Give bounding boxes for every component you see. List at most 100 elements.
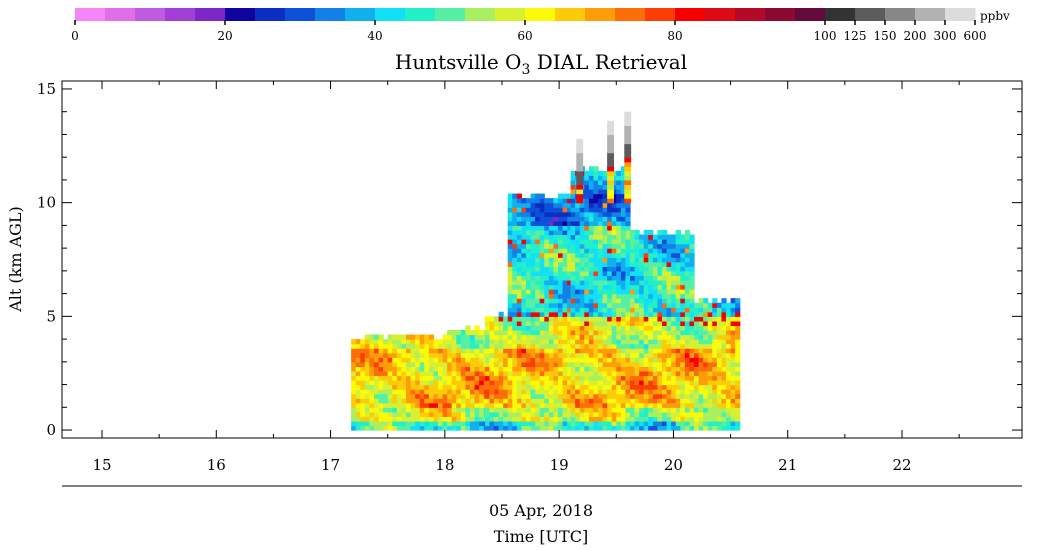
ozone-cell: [548, 393, 555, 399]
ozone-cell: [364, 384, 371, 390]
ozone-cell: [558, 393, 564, 399]
ozone-cell: [652, 289, 659, 295]
ozone-cell: [598, 220, 604, 226]
ozone-cell: [539, 198, 545, 204]
ozone-cell: [364, 375, 371, 381]
ozone-cell: [712, 348, 718, 354]
ozone-cell: [507, 225, 513, 231]
ozone-cell: [489, 361, 495, 367]
ozone-cell: [484, 370, 491, 377]
ozone-cell: [410, 361, 416, 367]
ozone-cell: [630, 384, 636, 390]
ozone-cell: [579, 348, 585, 354]
ozone-cell: [570, 220, 576, 226]
ozone-cell: [662, 402, 668, 408]
colorbar-swatch: [375, 8, 406, 21]
ozone-cell: [567, 407, 573, 413]
ozone-cell: [484, 320, 491, 327]
ozone-cell: [507, 348, 513, 354]
ozone-cell: [419, 366, 425, 372]
ozone-cell: [579, 284, 585, 290]
ozone-cell: [535, 393, 541, 399]
ozone-cell: [460, 375, 467, 381]
ozone-cell: [662, 252, 668, 258]
ozone-cell: [588, 243, 595, 249]
ozone-cell: [598, 389, 604, 395]
ozone-cell: [648, 289, 654, 295]
ozone-cell: [548, 348, 555, 354]
ozone-cell: [652, 370, 659, 377]
ozone-cell: [456, 416, 462, 422]
ozone-cell: [579, 207, 585, 213]
ozone-cell: [512, 402, 518, 408]
ozone-cell: [521, 329, 527, 336]
ozone-cell: [516, 202, 523, 208]
ozone-cell: [548, 343, 555, 349]
ozone-cell: [639, 420, 645, 427]
ozone-cell: [383, 352, 389, 358]
ozone-cell: [662, 275, 668, 281]
ozone-cell: [684, 239, 691, 245]
ozone-cell: [624, 184, 632, 190]
ozone-cell: [576, 161, 584, 167]
ozone-cell: [602, 402, 608, 408]
ozone-cell: [602, 343, 608, 349]
ozone-cell: [360, 425, 366, 431]
ozone-cell: [698, 389, 704, 395]
colorbar-swatch: [795, 8, 826, 21]
ozone-cell: [662, 375, 668, 381]
ozone-cell: [447, 416, 453, 422]
ozone-cell: [593, 411, 599, 417]
ozone-cell: [530, 193, 536, 199]
ozone-cell: [716, 325, 723, 331]
ozone-cell: [512, 416, 518, 422]
ozone-cell: [680, 370, 686, 377]
ozone-cell: [620, 270, 627, 277]
ozone-cell: [716, 425, 723, 431]
ozone-cell: [584, 316, 590, 322]
ozone-cell: [620, 402, 627, 408]
ozone-cell: [570, 334, 576, 340]
ozone-cell: [539, 389, 545, 395]
ozone-cell: [474, 389, 480, 395]
ozone-cell: [716, 320, 723, 327]
ozone-cell: [598, 307, 604, 313]
ozone-cell: [396, 370, 403, 377]
ozone-cell: [544, 316, 550, 322]
ozone-cell: [652, 239, 659, 245]
ozone-cell: [598, 343, 604, 349]
ozone-cell: [602, 316, 608, 322]
ozone-cell: [553, 275, 559, 281]
ozone-cell: [465, 361, 471, 367]
ozone-cell: [530, 384, 536, 390]
ozone-cell: [535, 407, 541, 413]
ozone-cell: [539, 211, 545, 217]
ozone-cell: [671, 266, 677, 272]
colorbar-swatch: [405, 8, 436, 21]
ozone-cell: [703, 311, 709, 317]
ozone-cell: [598, 211, 604, 217]
ozone-cell: [584, 311, 590, 317]
ozone-cell: [406, 380, 412, 386]
ozone-cell: [507, 384, 513, 390]
ozone-cell: [553, 384, 559, 390]
ozone-cell: [616, 279, 622, 286]
ozone-cell: [726, 416, 732, 422]
ozone-cell: [588, 311, 595, 317]
ozone-cell: [579, 239, 585, 245]
ozone-cell: [666, 352, 672, 358]
ozone-cell: [639, 407, 645, 413]
ozone-cell: [521, 425, 527, 431]
ozone-cell: [507, 202, 513, 208]
ozone-cell: [558, 320, 564, 327]
ozone-cell: [419, 375, 425, 381]
ozone-cell: [558, 302, 564, 308]
ozone-cell: [465, 329, 471, 336]
ozone-cell: [712, 375, 718, 381]
ozone-cell: [360, 343, 366, 349]
ozone-cell: [539, 370, 545, 377]
ozone-cell: [570, 211, 576, 217]
ozone-cell: [544, 407, 550, 413]
ozone-cell: [512, 352, 518, 358]
ozone-cell: [689, 402, 695, 408]
